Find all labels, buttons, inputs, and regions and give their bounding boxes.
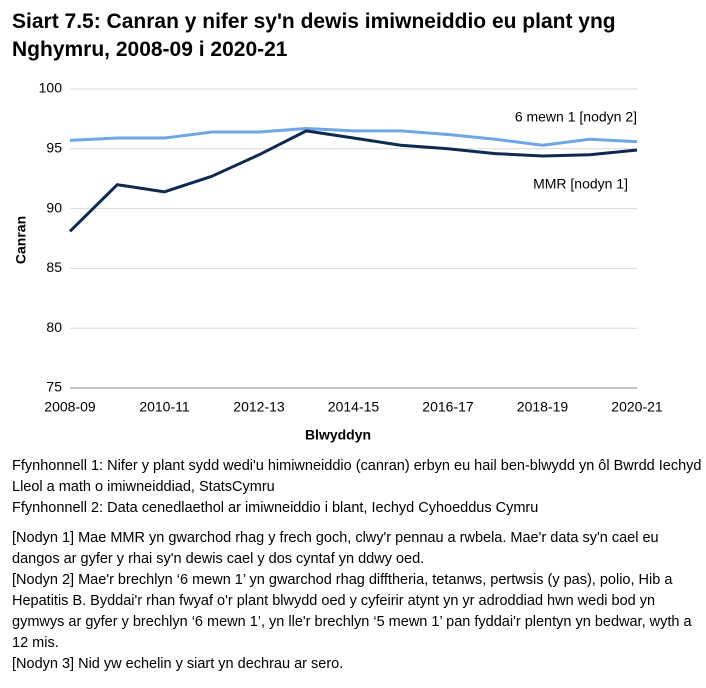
y-tick-label: 80 [46,319,62,335]
chart-title: Siart 7.5: Canran y nifer sy'n dewis imi… [12,10,616,61]
series-label: MMR [nodyn 1] [533,176,628,192]
y-tick-label: 100 [39,80,63,96]
series-label: 6 mewn 1 [nodyn 2] [515,109,637,125]
y-tick-label: 75 [46,379,62,395]
x-tick-label: 2018-19 [517,399,569,415]
x-tick-label: 2008-09 [44,399,96,415]
x-tick-label: 2020-21 [611,399,663,415]
footnotes: [Nodyn 1] Mae MMR yn gwarchod rhag y fre… [12,528,702,675]
source: Ffynhonnell 1: Nifer y plant sydd wedi'u… [12,458,702,495]
x-axis-label: Blwyddyn [305,427,371,443]
x-tick-label: 2014-15 [328,399,380,415]
x-tick-label: 2012-13 [233,399,285,415]
footnote: [Nodyn 1] Mae MMR yn gwarchod rhag y fre… [12,530,659,567]
y-tick-label: 90 [46,199,62,215]
y-axis-label: Canran [13,216,29,264]
y-tick-label: 85 [46,259,62,275]
series-line [68,129,638,233]
series-line [69,126,638,147]
x-tick-label: 2016-17 [422,399,474,415]
y-tick-label: 95 [46,140,62,156]
footnote: [Nodyn 2] Mae'r brechlyn ‘6 mewn 1’ yn g… [12,572,692,651]
x-tick-label: 2010-11 [139,399,190,415]
footnote: [Nodyn 3] Nid yw echelin y siart yn dech… [12,656,344,672]
sources: Ffynhonnell 1: Nifer y plant sydd wedi'u… [12,456,702,519]
source: Ffynhonnell 2: Data cenedlaethol ar imiw… [12,500,539,516]
chart: Canran Blwyddyn 75 80 85 90 95 100 2008-09 2010… [13,80,663,443]
